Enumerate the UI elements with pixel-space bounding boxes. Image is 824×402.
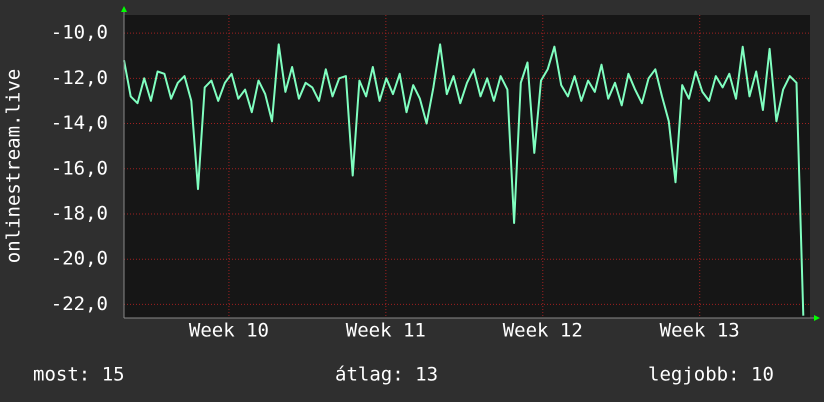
y-tick-label: -14,0 [51, 112, 108, 134]
stat-value: 10 [751, 364, 774, 386]
y-axis-label: onlinestream.live [3, 69, 25, 263]
stat-value: 15 [102, 364, 125, 386]
y-tick-label: -12,0 [51, 67, 108, 89]
stat-label: átlag: [335, 364, 404, 386]
stat-label: most: [33, 364, 90, 386]
y-tick-label: -20,0 [51, 248, 108, 270]
plot-area [124, 15, 810, 318]
x-tick-label: Week 11 [346, 320, 426, 342]
x-tick-label: Week 13 [660, 320, 740, 342]
plot [123, 43, 805, 316]
y-tick-label: -22,0 [51, 293, 108, 315]
y-tick-label: -16,0 [51, 157, 108, 179]
series-line [123, 43, 805, 316]
x-arrow [814, 315, 820, 321]
labels: -10,0 -12,0 -14,0 -16,0 -18,0 -20,0 -22,0 Week … [33, 22, 774, 386]
y-tick-label: -10,0 [51, 22, 108, 44]
y-tick-label: -18,0 [51, 202, 108, 224]
stat-value: 13 [415, 364, 438, 386]
stat-label: legjobb: [648, 364, 740, 386]
y-arrow [121, 6, 127, 12]
grid [124, 15, 810, 318]
x-tick-label: Week 10 [189, 320, 269, 342]
x-tick-label: Week 12 [503, 320, 583, 342]
